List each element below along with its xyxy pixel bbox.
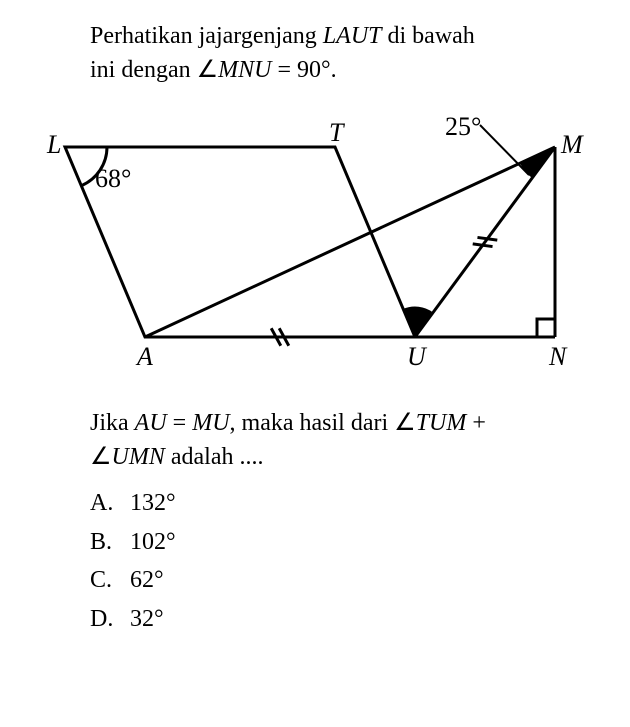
option-b-letter: B. — [90, 523, 130, 561]
f-plus: + — [466, 410, 486, 436]
svg-text:T: T — [329, 118, 345, 147]
option-a-letter: A. — [90, 484, 130, 522]
f-eq1a: AU — [135, 410, 167, 436]
option-c: C. 62° — [90, 561, 600, 599]
q-line1-pre: Perhatikan jajargenjang — [90, 23, 323, 49]
svg-text:A: A — [135, 342, 153, 371]
f-eq1b: MU — [192, 410, 229, 436]
option-c-letter: C. — [90, 561, 130, 599]
option-b-value: 102° — [130, 523, 176, 561]
svg-text:M: M — [560, 130, 584, 159]
q-line1-post: di bawah — [382, 23, 475, 49]
svg-text:68°: 68° — [95, 164, 131, 193]
geometry-diagram: L T M A U N 68° 25° — [35, 117, 595, 387]
svg-text:N: N — [548, 342, 568, 371]
option-d: D. 32° — [90, 600, 600, 638]
diagram-container: L T M A U N 68° 25° — [30, 117, 600, 387]
q-line2-post: = 90°. — [272, 57, 337, 83]
option-a-value: 132° — [130, 484, 176, 522]
f-ang1: TUM — [416, 410, 467, 436]
q-line2-pre: ini dengan ∠ — [90, 57, 218, 83]
options-list: A. 132° B. 102° C. 62° D. 32° — [30, 484, 600, 638]
f-mid: = — [167, 410, 193, 436]
svg-text:25°: 25° — [445, 117, 481, 141]
q-shape: LAUT — [323, 23, 382, 49]
q-angle: MNU — [218, 57, 271, 83]
option-a: A. 132° — [90, 484, 600, 522]
option-c-value: 62° — [130, 561, 164, 599]
svg-text:U: U — [407, 342, 428, 371]
svg-text:L: L — [46, 130, 61, 159]
option-d-value: 32° — [130, 600, 164, 638]
question-text: Perhatikan jajargenjang LAUT di bawah in… — [30, 20, 600, 87]
f-pre: Jika — [90, 410, 135, 436]
f2-post: adalah .... — [165, 444, 264, 470]
option-b: B. 102° — [90, 523, 600, 561]
f-post1: , maka hasil dari ∠ — [230, 410, 416, 436]
option-d-letter: D. — [90, 600, 130, 638]
followup-text: Jika AU = MU, maka hasil dari ∠TUM + ∠UM… — [30, 407, 600, 474]
f2-ang: UMN — [112, 444, 165, 470]
f2-pre: ∠ — [90, 444, 112, 470]
